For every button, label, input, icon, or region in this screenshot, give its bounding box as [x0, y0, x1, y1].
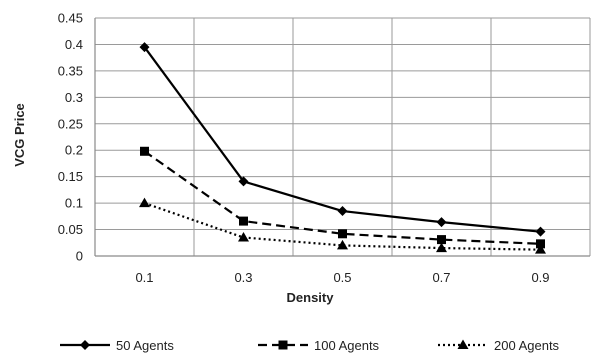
series-group: [139, 42, 546, 254]
grid-lines: [95, 17, 591, 256]
triangle-marker: [337, 239, 348, 250]
axes: [94, 18, 590, 257]
y-tick-label: 0.4: [65, 37, 83, 52]
square-marker: [338, 229, 347, 239]
square-marker: [140, 146, 149, 156]
legend-label: 200 Agents: [494, 338, 560, 353]
square-marker: [437, 235, 446, 245]
x-tick-label: 0.3: [234, 270, 252, 285]
x-tick-label: 0.9: [531, 270, 549, 285]
diamond-marker: [337, 206, 348, 217]
series-line-triangle: [144, 202, 541, 251]
y-axis-title: VCG Price: [12, 103, 27, 167]
x-axis-title: Density: [287, 290, 335, 305]
triangle-marker: [139, 197, 150, 208]
square-marker: [536, 239, 545, 249]
x-tick-label: 0.1: [135, 270, 153, 285]
y-tick-labels: 0 0.05 0.1 0.15 0.2 0.25 0.3 0.35 0.4 0.45: [58, 11, 83, 264]
legend: 50 Agents 100 Agents 200 Agents: [60, 338, 560, 353]
diamond-marker: [535, 226, 546, 237]
diamond-marker: [139, 42, 150, 53]
x-tick-label: 0.7: [432, 270, 450, 285]
diamond-marker: [238, 176, 249, 187]
legend-label: 50 Agents: [116, 338, 174, 353]
x-tick-label: 0.5: [333, 270, 351, 285]
square-marker: [239, 216, 248, 226]
series-line-square: [143, 150, 541, 245]
diamond-marker: [436, 217, 447, 228]
y-tick-label: 0.25: [58, 116, 83, 131]
y-tick-label: 0.3: [65, 90, 83, 105]
series-line-diamond: [143, 46, 541, 233]
y-tick-label: 0.2: [65, 143, 83, 158]
legend-label: 100 Agents: [314, 338, 380, 353]
y-tick-label: 0.1: [65, 196, 83, 211]
square-marker: [278, 340, 288, 350]
triangle-marker: [238, 231, 249, 242]
triangle-marker: [436, 242, 447, 253]
y-tick-label: 0.15: [58, 169, 83, 184]
diamond-marker: [80, 340, 90, 350]
y-tick-label: 0.45: [58, 11, 83, 26]
y-tick-label: 0.35: [58, 63, 83, 78]
x-tick-labels: 0.1 0.3 0.5 0.7 0.9: [135, 270, 549, 285]
y-tick-label: 0: [76, 249, 83, 264]
triangle-marker: [457, 339, 469, 349]
triangle-marker: [535, 244, 546, 254]
y-tick-label: 0.05: [58, 222, 83, 237]
